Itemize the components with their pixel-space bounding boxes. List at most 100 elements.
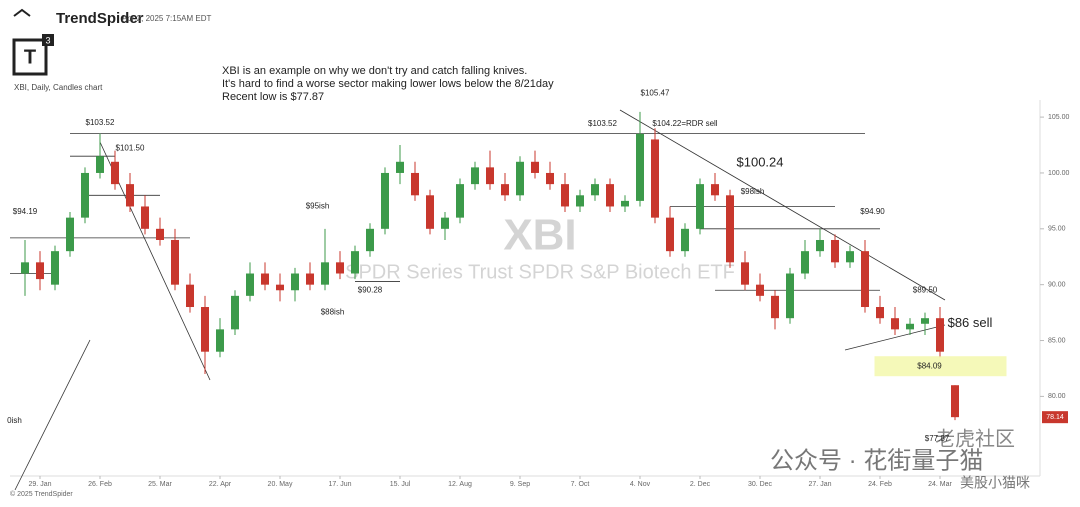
candle-body	[171, 239, 179, 285]
y-tick-label: 85.00	[1048, 337, 1066, 344]
annotation: $105.47	[641, 89, 670, 98]
candle-body	[936, 318, 944, 352]
candle-body	[111, 161, 119, 185]
annotation: $94.19	[13, 207, 38, 216]
candle-body	[411, 172, 419, 196]
logo-box	[12, 38, 48, 76]
candle-body	[861, 251, 869, 308]
annotation: $103.52	[86, 118, 115, 127]
note-line: Recent low is $77.87	[222, 91, 324, 103]
candle-body	[906, 323, 914, 330]
candle-body	[51, 251, 59, 285]
x-tick-label: 7. Oct	[571, 481, 590, 488]
annotation: $101.50	[116, 143, 145, 152]
candle-body	[201, 307, 209, 352]
candle-body	[66, 217, 74, 252]
candle-body	[186, 284, 194, 308]
candle-body	[456, 184, 464, 218]
y-tick-label: 90.00	[1048, 282, 1066, 289]
candle-body	[531, 161, 539, 173]
candle-body	[471, 167, 479, 185]
x-tick-label: 25. Mar	[148, 481, 172, 488]
candle-body	[216, 329, 224, 352]
watermark-sub: SPDR Series Trust SPDR S&P Biotech ETF	[345, 261, 735, 283]
candle-body	[246, 273, 254, 296]
candle-body	[306, 273, 314, 285]
candle-body	[276, 284, 284, 291]
y-tick-label: 100.00	[1048, 170, 1070, 177]
note-line: XBI is an example on why we don't try an…	[222, 65, 527, 77]
y-tick-label: 105.00	[1048, 114, 1070, 121]
brand: TrendSpider	[56, 10, 144, 27]
x-tick-label: 4. Nov	[630, 481, 651, 488]
overlay-text: 公众号 · 花街量子猫	[770, 447, 983, 474]
candle-body	[801, 251, 809, 274]
candle-body	[891, 318, 899, 330]
candle-body	[336, 262, 344, 274]
candle-body	[606, 184, 614, 207]
annotation: $77.87	[925, 434, 950, 443]
candle-body	[291, 273, 299, 291]
candle-body	[96, 156, 104, 173]
x-tick-label: 26. Feb	[88, 481, 112, 488]
candle-body	[501, 184, 509, 196]
footer: © 2025 TrendSpider	[10, 490, 73, 498]
annotation-box	[874, 356, 1007, 377]
y-tick-label: 95.00	[1048, 226, 1066, 233]
overlay-text: 老虎社区	[935, 427, 1015, 450]
candle-body	[786, 273, 794, 319]
candle-body	[21, 262, 29, 274]
candle-body	[756, 284, 764, 296]
note-line: It's hard to find a worse sector making …	[222, 78, 554, 90]
annotation: $94.90	[860, 207, 885, 216]
candle-body	[141, 206, 149, 229]
candle-body	[741, 262, 749, 285]
annotation: $89.50	[913, 285, 938, 294]
candle-body	[546, 172, 554, 185]
candle-body	[231, 295, 239, 330]
x-tick-label: 9. Sep	[510, 481, 530, 488]
candle-body	[36, 262, 44, 280]
candle-body	[441, 217, 449, 229]
annotation: $90.28	[358, 285, 383, 294]
candle-body	[666, 217, 674, 252]
brand-icon	[13, 8, 31, 17]
candle-body	[771, 295, 779, 319]
x-tick-label: 22. Apr	[209, 481, 232, 488]
annotation: $86 sell	[948, 315, 993, 330]
candle-body	[621, 200, 629, 207]
logo-sup: 3	[45, 35, 50, 45]
candle-body	[561, 184, 569, 207]
overlay-text: 美股小猫咪	[960, 475, 1030, 491]
annotation: $104.22=RDR sell	[652, 119, 717, 128]
candle-body	[921, 318, 929, 324]
x-tick-label: 27. Jan	[809, 481, 832, 488]
candle-body	[696, 184, 704, 229]
candle-body	[381, 172, 389, 229]
candle-body	[576, 195, 584, 207]
trend-line	[14, 339, 91, 491]
logo: T	[24, 46, 36, 68]
candle-body	[321, 262, 329, 285]
x-tick-label: 15. Jul	[390, 481, 411, 488]
candle-body	[681, 228, 689, 252]
candle-body	[831, 239, 839, 263]
candle-body	[261, 273, 269, 285]
annotation: $88ish	[321, 308, 345, 317]
candle-body	[876, 307, 884, 319]
last-price-label: 78.14	[1046, 414, 1064, 421]
x-tick-label: 12. Aug	[448, 481, 472, 488]
candle-body	[516, 161, 524, 196]
candle-body	[951, 385, 959, 418]
annotation: $103.52	[588, 119, 617, 128]
candle-body	[351, 251, 359, 274]
annotation: $84.09	[917, 361, 942, 370]
x-tick-label: 20. May	[268, 481, 293, 488]
logo-sup-box	[42, 34, 54, 46]
chart-label: XBI, Daily, Candles chart	[14, 83, 103, 92]
annotation: $95ish	[306, 202, 330, 211]
candle-body	[726, 195, 734, 263]
x-tick-label: 30. Dec	[748, 481, 773, 488]
